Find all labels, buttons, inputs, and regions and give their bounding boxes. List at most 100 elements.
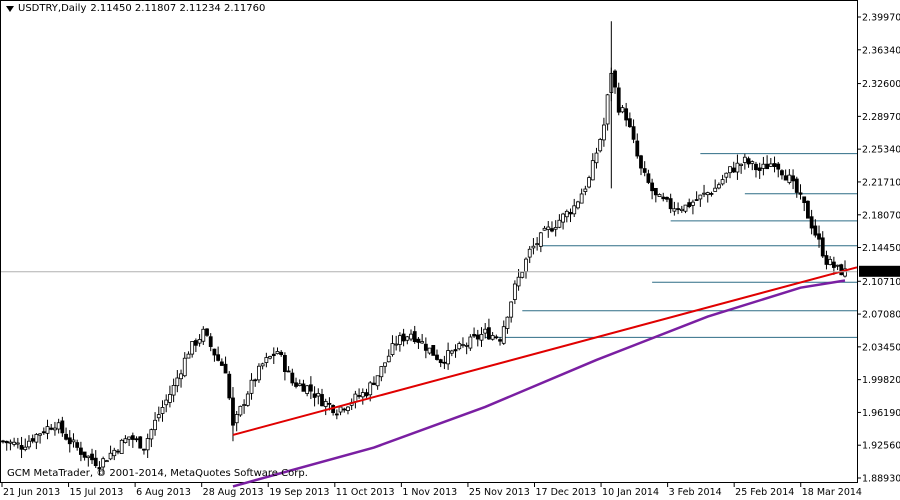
candle (453, 344, 458, 358)
candle (283, 352, 287, 381)
candle (587, 175, 591, 189)
candle (538, 231, 543, 253)
y-tick-label: 1.99820 (862, 375, 900, 386)
candle (67, 430, 72, 453)
candle (305, 384, 310, 397)
candle (223, 356, 228, 374)
candle (598, 137, 603, 153)
x-tick-label: 28 Aug 2013 (203, 487, 264, 498)
last-price-label: 2.11760 (861, 267, 900, 278)
candle (679, 205, 684, 213)
candle (820, 231, 825, 258)
candle (338, 406, 343, 416)
candle (461, 337, 465, 348)
candle (579, 188, 584, 204)
candle (34, 433, 39, 450)
candle (516, 269, 521, 291)
candle (394, 335, 399, 351)
candle (97, 461, 102, 476)
candle (108, 445, 113, 461)
candle (698, 194, 703, 207)
candle (234, 411, 239, 432)
candle (257, 363, 261, 383)
candle (616, 82, 621, 116)
candle (713, 179, 718, 192)
candle (531, 238, 536, 255)
x-tick-label: 25 Nov 2013 (469, 487, 530, 498)
candle (93, 450, 98, 469)
candle (568, 208, 573, 223)
candle (353, 390, 358, 409)
candle (750, 160, 755, 171)
candle (520, 271, 525, 279)
candle (271, 347, 276, 364)
candle (60, 416, 65, 437)
candle (835, 264, 840, 271)
candle (442, 355, 447, 370)
candle (268, 355, 272, 360)
candle (260, 362, 265, 370)
candle (683, 204, 688, 214)
candle (594, 147, 599, 169)
candle (705, 191, 710, 203)
candle (720, 174, 725, 186)
candle (464, 342, 469, 355)
candle (64, 427, 68, 441)
x-tick-label: 19 Sep 2013 (269, 487, 329, 498)
candle (694, 191, 699, 201)
candle (4, 440, 9, 451)
candle (665, 196, 669, 203)
x-tick-label: 18 Mar 2014 (802, 487, 862, 498)
candle (642, 161, 647, 177)
y-tick-label: 2.03450 (862, 342, 900, 353)
y-tick-label: 2.18070 (862, 210, 900, 221)
dropdown-triangle-icon[interactable] (6, 5, 14, 12)
candle (639, 154, 643, 176)
candle (657, 193, 662, 197)
candle (30, 434, 35, 444)
candle (754, 161, 758, 178)
candle (312, 386, 317, 407)
candle (824, 250, 829, 270)
candle (41, 427, 46, 435)
candle (138, 436, 143, 449)
x-tick-label: 25 Feb 2014 (735, 487, 794, 498)
candle (553, 220, 558, 237)
candle (38, 433, 42, 444)
candle (661, 192, 666, 202)
candle (286, 366, 291, 373)
candle (123, 435, 128, 444)
candle (550, 221, 554, 233)
candle (739, 163, 744, 174)
candle (179, 369, 183, 388)
candle (561, 212, 565, 230)
candle (772, 156, 777, 173)
candle (546, 221, 551, 238)
candle (438, 358, 443, 368)
x-tick-label: 17 Dec 2013 (535, 487, 596, 498)
candle (142, 448, 146, 455)
candle (182, 352, 187, 378)
trendline[interactable] (232, 266, 858, 436)
candle (416, 337, 421, 349)
candle (104, 459, 109, 463)
candle (828, 256, 833, 266)
horizontal-levels (485, 153, 857, 338)
candle (501, 320, 506, 345)
candle (238, 405, 243, 417)
moving-average-line (232, 279, 846, 488)
candle (839, 263, 844, 276)
y-tick-label: 2.10710 (862, 277, 900, 288)
candle (624, 102, 629, 127)
candle (512, 280, 517, 305)
candle (45, 419, 50, 440)
candle (446, 342, 451, 370)
candle (668, 193, 673, 214)
candle (320, 388, 324, 407)
y-tick-label: 2.21710 (862, 177, 900, 188)
candle (535, 237, 540, 251)
candle (472, 327, 476, 338)
candle (219, 358, 224, 366)
candle (809, 209, 814, 235)
